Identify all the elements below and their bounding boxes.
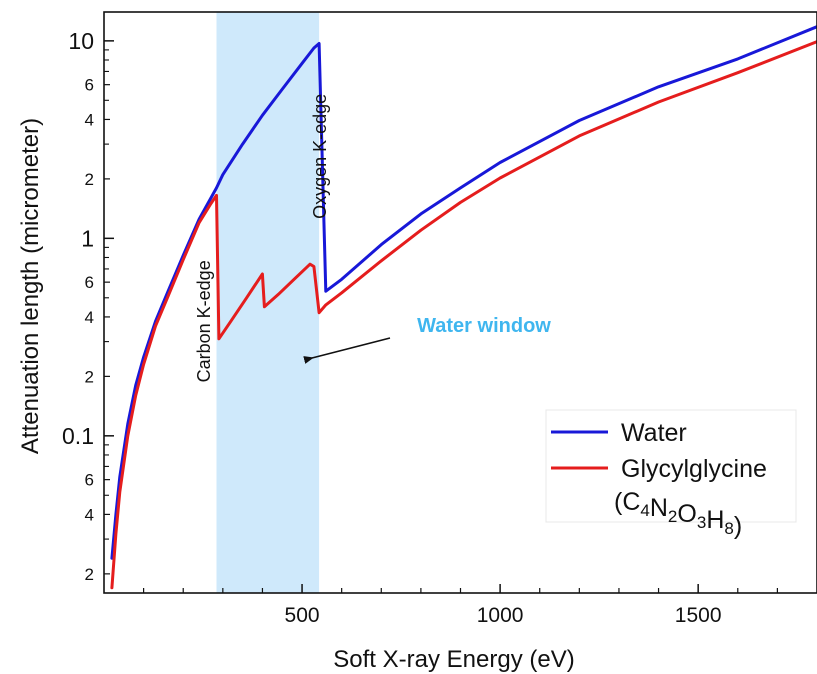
y-minor-tick-label: 6 [85, 471, 94, 490]
series-layer [110, 25, 817, 590]
y-minor-tick-label: 2 [85, 367, 94, 386]
y-minor-tick-label: 4 [85, 505, 94, 524]
y-minor-tick-label: 4 [85, 110, 94, 129]
water-window-arrow [303, 337, 391, 364]
legend-formula: (C4N2O3H8) [614, 488, 742, 540]
x-tick-label: 500 [285, 604, 320, 627]
x-tick-label: 1000 [477, 604, 524, 627]
formula-text: O [677, 500, 696, 528]
y-minor-tick-label: 2 [85, 170, 94, 189]
x-tick-label: 1500 [675, 604, 722, 627]
legend-box [545, 409, 797, 523]
legend-label-water: Water [621, 419, 687, 447]
legend: Water Glycylglycine (C4N2O3H8) [545, 409, 797, 540]
y-minor-tick-label: 6 [85, 273, 94, 292]
formula-subscript: 3 [697, 513, 706, 532]
y-minor-tick-label: 6 [85, 76, 94, 95]
y-tick-label: 10 [68, 28, 94, 54]
formula-subscript: 2 [668, 507, 677, 526]
formula-text: ) [734, 512, 742, 540]
carbon-k-edge-label: Carbon K-edge [194, 260, 214, 382]
water-window-label: Water window [417, 315, 551, 337]
y-minor-tick-label: 4 [85, 308, 94, 327]
annotation-layer: Carbon K-edge Oxygen K-edge Water window [194, 94, 552, 383]
series-line-glycylglycine [110, 40, 817, 590]
series-line-water [110, 25, 817, 560]
y-axis-title: Attenuation length (micrometer) [17, 118, 44, 454]
formula-subscript: 4 [640, 501, 649, 520]
formula-subscript: 8 [724, 519, 733, 538]
formula-text: H [706, 506, 724, 534]
x-axis-title: Soft X-ray Energy (eV) [333, 646, 574, 673]
oxygen-k-edge-label: Oxygen K-edge [310, 94, 330, 219]
y-tick-label: 1 [81, 225, 94, 251]
formula-text: (C [614, 488, 640, 516]
y-minor-tick-label: 2 [85, 565, 94, 584]
y-tick-label: 0.1 [62, 423, 94, 449]
legend-label-glycylglycine: Glycylglycine [621, 455, 767, 483]
formula-text: N [650, 494, 668, 522]
